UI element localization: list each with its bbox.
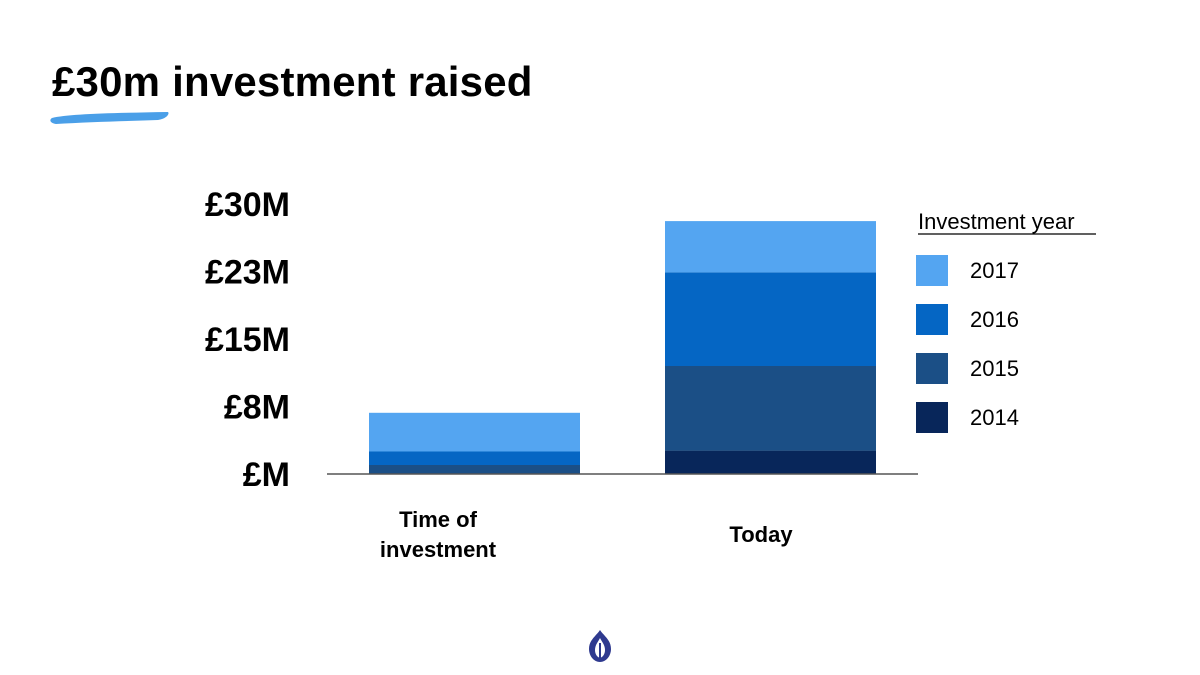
legend-swatch-2015 <box>916 353 948 384</box>
legend-label: 2016 <box>970 307 1019 332</box>
legend-title: Investment year <box>918 209 1075 234</box>
page-title: £30m investment raised <box>52 58 533 105</box>
legend-swatch-2014 <box>916 402 948 433</box>
bar-segment-2016 <box>665 272 876 366</box>
bar-segment-2017 <box>665 221 876 273</box>
x-tick-label: Today <box>729 522 793 547</box>
y-axis-ticks: £M £8M £15M £23M £30M <box>205 186 290 494</box>
legend: Investment year 2017 2016 2015 2014 <box>916 209 1096 433</box>
legend-swatch-2016 <box>916 304 948 335</box>
legend-label: 2017 <box>970 258 1019 283</box>
bar-segment-2017 <box>369 412 580 452</box>
bar-segment-2016 <box>369 451 580 465</box>
y-tick-label: £8M <box>224 389 290 427</box>
bars <box>369 221 876 474</box>
y-tick-label: £M <box>243 456 290 494</box>
bar-segment-2014 <box>665 450 876 474</box>
y-tick-label: £15M <box>205 321 290 359</box>
legend-label: 2014 <box>970 405 1019 430</box>
flame-logo-icon <box>589 630 611 662</box>
title-underline-brush <box>50 112 169 124</box>
y-tick-label: £23M <box>205 254 290 292</box>
legend-label: 2015 <box>970 356 1019 381</box>
bar-segment-2015 <box>369 465 580 474</box>
y-tick-label: £30M <box>205 186 290 224</box>
legend-swatch-2017 <box>916 255 948 286</box>
x-axis-labels: Time of investment Today <box>380 507 793 562</box>
bar-segment-2015 <box>665 366 876 451</box>
x-tick-label: Time of investment <box>380 507 497 562</box>
